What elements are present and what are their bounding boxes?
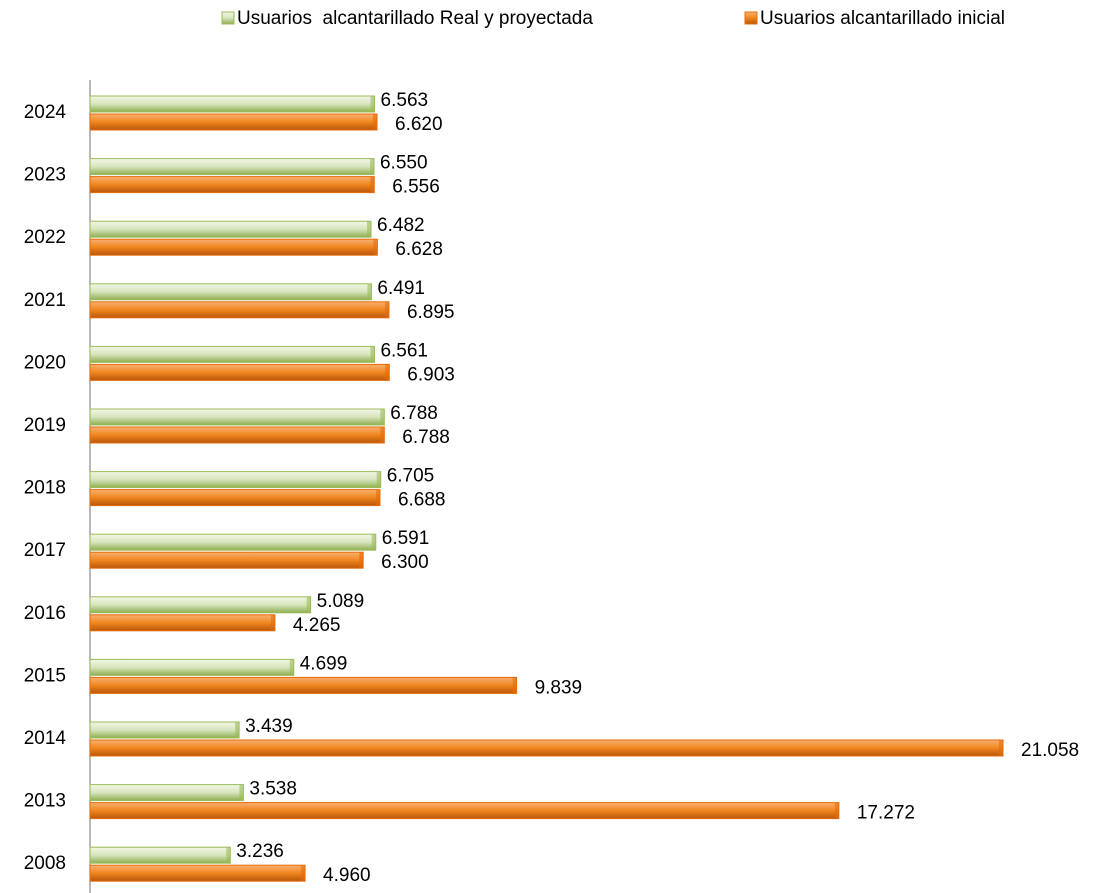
data-label: 6.688 [398, 490, 446, 511]
bar-end [373, 239, 378, 256]
bar-end [376, 471, 381, 488]
bar-end [370, 96, 375, 112]
data-label: 6.788 [402, 427, 450, 448]
bar [89, 113, 378, 131]
bar-end [239, 784, 244, 801]
bar [89, 345, 375, 363]
data-label: 6.628 [395, 239, 443, 260]
bar [89, 158, 375, 176]
bar-end [367, 221, 372, 238]
bar-end [834, 802, 839, 819]
bar [89, 802, 840, 820]
y-tick-label: 2013 [24, 791, 66, 812]
y-tick-label: 2015 [24, 665, 66, 686]
bar-end [367, 283, 372, 300]
bar-end [226, 847, 231, 864]
data-label: 3.538 [249, 779, 297, 800]
data-label: 4.960 [323, 865, 371, 886]
bar [89, 676, 518, 694]
data-label: 9.839 [535, 677, 583, 698]
data-label: 6.300 [381, 552, 429, 573]
y-tick-label: 2023 [24, 165, 66, 186]
bar [89, 596, 312, 614]
bar [89, 176, 375, 194]
y-tick-label: 2024 [24, 102, 67, 123]
bar [89, 426, 385, 444]
y-tick-label: 2022 [24, 227, 66, 248]
data-label: 6.550 [380, 153, 428, 174]
bar [89, 408, 385, 426]
bar-end [270, 614, 275, 631]
bar-end [235, 722, 240, 738]
data-label: 17.272 [857, 803, 915, 824]
data-label: 3.439 [245, 716, 293, 737]
data-label: 6.705 [387, 466, 435, 487]
bar [89, 238, 378, 256]
bar [89, 533, 377, 551]
data-label: 6.563 [381, 90, 429, 111]
bar [89, 614, 276, 632]
bar [89, 471, 382, 489]
data-label: 4.699 [300, 653, 348, 674]
bar [89, 220, 372, 238]
legend-swatch [221, 11, 235, 25]
bar-end [371, 534, 376, 551]
bar-end [301, 865, 306, 882]
data-label: 6.482 [377, 215, 425, 236]
y-tick-label: 2008 [24, 853, 66, 874]
data-label: 5.089 [317, 591, 365, 612]
bar-end [373, 114, 378, 130]
bar-end [512, 677, 517, 694]
bar [89, 301, 390, 319]
bar-end [385, 364, 390, 381]
legend-label: Usuarios alcantarillado Real y proyectad… [237, 8, 593, 29]
bar [89, 864, 306, 882]
data-label: 6.788 [390, 403, 438, 424]
data-label: 6.491 [377, 278, 425, 299]
bar-end [384, 301, 389, 318]
data-label: 6.620 [395, 114, 443, 135]
bar [89, 283, 372, 301]
bar [89, 784, 244, 802]
data-label: 21.058 [1021, 740, 1079, 761]
bar [89, 95, 376, 113]
bar-end [370, 176, 375, 193]
data-label: 6.895 [407, 302, 455, 323]
legend-label: Usuarios alcantarillado inicial [760, 8, 1005, 29]
legend-swatch [744, 11, 758, 25]
y-tick-label: 2014 [24, 728, 67, 749]
bar-end [369, 158, 374, 175]
y-tick-label: 2018 [24, 478, 66, 499]
bar-end [370, 346, 375, 363]
bar-end [380, 427, 385, 443]
y-tick-label: 2021 [24, 290, 66, 311]
y-tick-label: 2016 [24, 603, 66, 624]
data-label: 6.556 [392, 177, 440, 198]
bar-end [306, 596, 311, 613]
bar [89, 658, 295, 676]
bar [89, 489, 381, 507]
bar [89, 739, 1004, 757]
bar [89, 551, 364, 569]
data-label: 4.265 [293, 615, 341, 636]
y-tick-label: 2019 [24, 415, 66, 436]
bar-end [375, 489, 380, 506]
bar-end [359, 552, 364, 569]
bar [89, 721, 240, 739]
data-label: 3.236 [236, 841, 284, 862]
data-label: 6.591 [382, 528, 430, 549]
bar [89, 846, 231, 864]
y-tick-label: 2017 [24, 540, 66, 561]
y-tick-label: 2020 [24, 352, 66, 373]
bar-end [380, 409, 385, 425]
bar-end [999, 740, 1003, 756]
data-label: 6.561 [380, 340, 428, 361]
data-label: 6.903 [407, 364, 455, 385]
bar [89, 363, 390, 381]
bar-end [289, 659, 294, 676]
